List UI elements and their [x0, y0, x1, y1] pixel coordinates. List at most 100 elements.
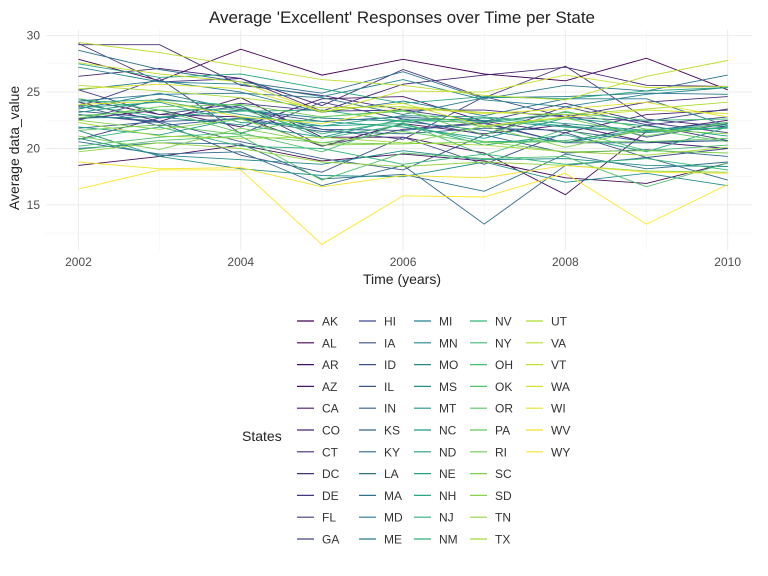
series-line-wy [78, 169, 728, 245]
legend-item-ne: NE [414, 467, 456, 481]
series-line-la [78, 142, 728, 192]
legend-item-wi: WI [526, 402, 566, 416]
series-line-co [78, 66, 728, 112]
legend-label: CA [322, 402, 339, 416]
series-line-il [78, 105, 728, 144]
series-lines [78, 41, 728, 245]
legend-label: IA [384, 336, 395, 350]
x-tick-label: 2010 [714, 255, 741, 269]
legend-item-fl: FL [297, 511, 336, 525]
legend-label: TN [495, 511, 511, 525]
series-line-nv [78, 126, 728, 171]
series-line-ny [78, 98, 728, 135]
series-line-ak [78, 48, 728, 91]
legend-item-nh: NH [414, 489, 456, 503]
legend-label: LA [384, 467, 399, 481]
legend-item-ak: AK [297, 315, 338, 329]
legend-item-ar: AR [297, 358, 339, 372]
series-line-wv [78, 161, 728, 188]
series-line-mn [78, 66, 728, 108]
legend-label: NY [495, 336, 512, 350]
legend-label: ND [439, 445, 457, 459]
series-line-ok [78, 135, 728, 188]
legend-item-wv: WV [526, 424, 570, 438]
series-line-ks [78, 114, 728, 143]
series-line-vt [78, 62, 728, 113]
x-tick-label: 2002 [65, 255, 92, 269]
series-line-tn [78, 142, 728, 173]
legend-label: TX [495, 533, 510, 547]
x-tick-labels: 2002 2004 2006 2008 2010 [65, 255, 741, 269]
legend-label: MA [384, 489, 402, 503]
series-line-oh [78, 122, 728, 156]
x-tick-label: 2008 [552, 255, 579, 269]
legend-label: MT [439, 402, 457, 416]
y-tick-label: 15 [27, 198, 41, 212]
legend-item-nj: NJ [414, 511, 454, 525]
legend-label: OK [495, 380, 512, 394]
legend-label: AZ [322, 380, 337, 394]
series-line-mt [78, 116, 728, 138]
legend-item-ri: RI [470, 445, 507, 459]
series-line-al [78, 144, 728, 184]
legend-item-dc: DC [297, 467, 340, 481]
legend: AK AL AR AZ CA CO CT DC DE FL GA HI IA ID IL IN KS KY LA MA… [297, 315, 570, 547]
chart-title: Average 'Excellent' Responses over Time … [209, 8, 595, 27]
y-tick-label: 25 [27, 85, 41, 99]
legend-label: MS [439, 380, 457, 394]
legend-item-nc: NC [414, 424, 457, 438]
series-line-or [78, 109, 728, 143]
legend-label: PA [495, 424, 510, 438]
legend-label: KY [384, 445, 400, 459]
series-line-va [78, 41, 728, 101]
legend-label: RI [495, 445, 507, 459]
legend-item-la: LA [359, 467, 399, 481]
legend-item-pa: PA [470, 424, 510, 438]
y-tick-label: 30 [27, 29, 41, 43]
legend-label: IL [384, 380, 394, 394]
legend-label: ID [384, 358, 396, 372]
grid [46, 30, 752, 250]
legend-item-ga: GA [297, 533, 339, 547]
series-line-md [78, 92, 728, 116]
legend-label: WY [551, 445, 570, 459]
legend-item-nd: ND [414, 445, 457, 459]
legend-item-co: CO [297, 424, 340, 438]
legend-title: States [242, 428, 282, 444]
legend-label: IN [384, 402, 396, 416]
legend-label: CT [322, 445, 339, 459]
legend-item-ma: MA [359, 489, 402, 503]
legend-label: AR [322, 358, 339, 372]
series-line-nm [78, 99, 728, 143]
legend-label: NV [495, 315, 512, 329]
legend-item-vt: VT [526, 358, 567, 372]
x-tick-label: 2004 [227, 255, 254, 269]
series-line-sd [78, 118, 728, 148]
legend-item-ms: MS [414, 380, 457, 394]
legend-item-va: VA [526, 336, 566, 350]
legend-item-md: MD [359, 511, 403, 525]
legend-item-id: ID [359, 358, 396, 372]
legend-item-ia: IA [359, 336, 395, 350]
legend-item-ny: NY [470, 336, 512, 350]
legend-item-tx: TX [470, 533, 510, 547]
legend-item-sc: SC [470, 467, 512, 481]
legend-item-hi: HI [359, 315, 396, 329]
legend-label: WV [551, 424, 570, 438]
legend-label: SD [495, 489, 512, 503]
legend-label: NJ [439, 511, 454, 525]
legend-label: OR [495, 402, 513, 416]
legend-label: NC [439, 424, 457, 438]
legend-label: DC [322, 467, 340, 481]
legend-label: SC [495, 467, 512, 481]
legend-item-al: AL [297, 336, 337, 350]
legend-item-az: AZ [297, 380, 337, 394]
legend-label: NM [439, 533, 458, 547]
legend-label: KS [384, 424, 400, 438]
legend-label: MN [439, 336, 458, 350]
legend-item-in: IN [359, 402, 396, 416]
legend-label: VT [551, 358, 567, 372]
legend-label: AL [322, 336, 337, 350]
legend-item-sd: SD [470, 489, 512, 503]
